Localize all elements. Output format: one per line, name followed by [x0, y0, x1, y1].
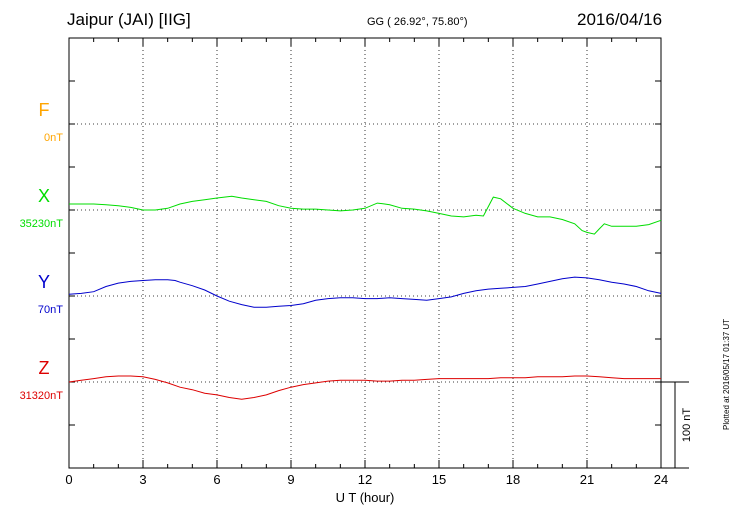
x-tick-label: 0: [65, 472, 72, 487]
x-tick-label: 18: [506, 472, 520, 487]
x-tick-label: 3: [139, 472, 146, 487]
x-tick-label: 6: [213, 472, 220, 487]
ticks-layer: [68, 38, 662, 468]
series-line-X: [69, 195, 662, 235]
x-tick-label: 12: [358, 472, 372, 487]
x-tick-label: 24: [654, 472, 668, 487]
component-label-F: F: [39, 100, 50, 120]
x-tick-label: 21: [580, 472, 594, 487]
date-label: 2016/04/16: [577, 10, 663, 29]
station-title: Jaipur (JAI) [IIG]: [67, 10, 191, 29]
coordinates-label: GG ( 26.92°, 75.80°): [367, 16, 468, 28]
component-label-Z: Z: [39, 358, 50, 378]
series-line-Y: [68, 276, 662, 308]
component-label-Y: Y: [38, 272, 50, 292]
x-tick-label: 15: [432, 472, 446, 487]
grid-layer: [69, 38, 661, 468]
baseline-label-Y: 70nT: [38, 304, 63, 316]
labels-layer: 0 3 6 9 12 15 18 21 24 F 0nT X 35230nT Y 70nT Z 31320nT: [20, 100, 669, 487]
component-label-X: X: [38, 186, 50, 206]
series-layer: [68, 195, 662, 400]
series-line-Z: [68, 375, 661, 400]
x-tick-label: 9: [287, 472, 294, 487]
baseline-label-F: 0nT: [44, 132, 63, 144]
baseline-label-X: 35230nT: [20, 218, 64, 230]
scale-bar-label: 100 nT: [681, 408, 693, 443]
baseline-label-Z: 31320nT: [20, 390, 64, 402]
x-axis-title: U T (hour): [336, 490, 395, 505]
